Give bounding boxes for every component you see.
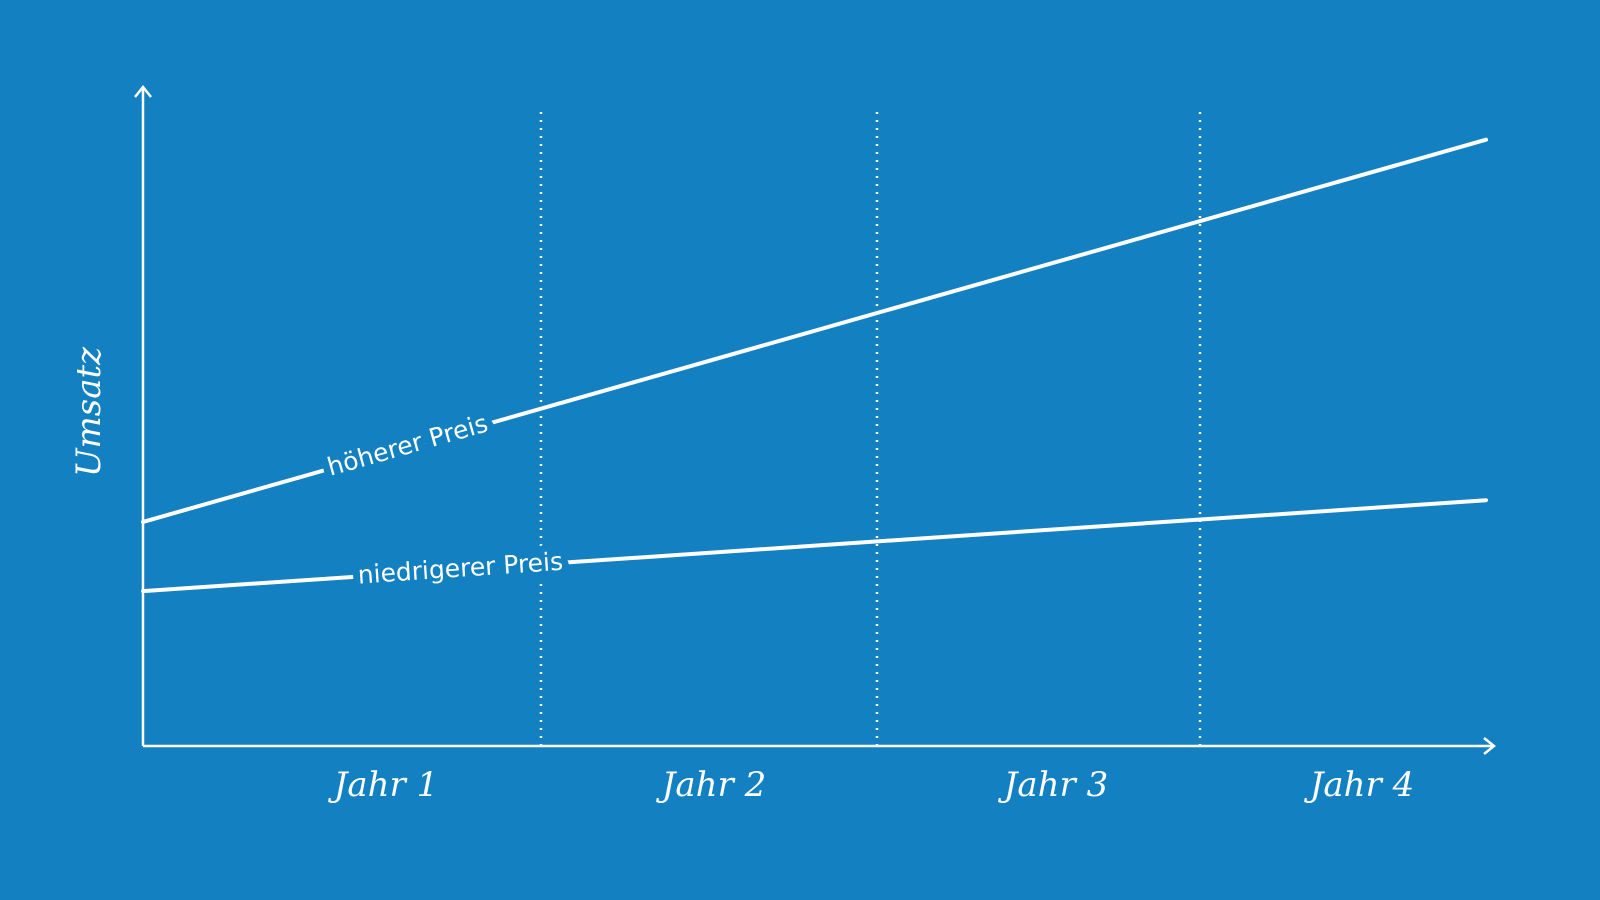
axes <box>134 84 1497 755</box>
line <box>141 137 1488 524</box>
x-tick-label: Jahr 2 <box>656 765 767 805</box>
line <box>141 498 1488 594</box>
x-arrow <box>1483 737 1497 755</box>
x-tick-label: Jahr 1 <box>328 765 439 805</box>
x-tick-label: Jahr 4 <box>1304 765 1415 805</box>
y-axis-label: Umsatz <box>69 346 109 477</box>
x-tick-label: Jahr 3 <box>998 765 1109 805</box>
separators <box>539 112 1202 746</box>
y-arrow <box>134 84 152 98</box>
